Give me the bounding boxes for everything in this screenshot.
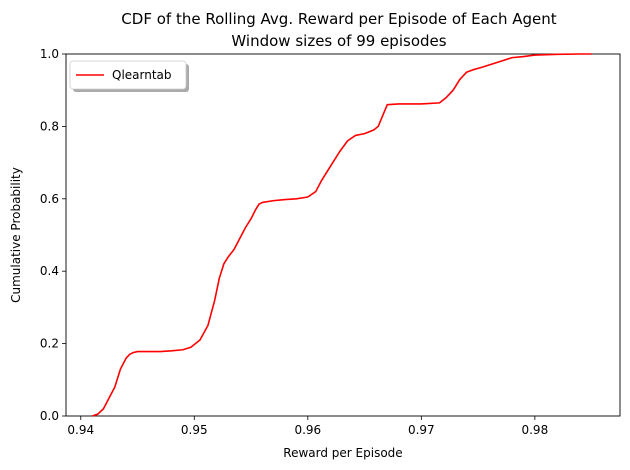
legend-box [69,60,187,90]
y-tick-label: 0.2 [40,337,59,351]
y-tick-label: 0.6 [40,192,59,206]
y-axis-label: Cumulative Probability [9,167,23,303]
x-tick-label: 0.98 [521,423,548,437]
x-tick-label: 0.94 [67,423,94,437]
x-tick-label: 0.95 [181,423,208,437]
x-axis-label: Reward per Episode [283,446,402,460]
x-tick-label: 0.96 [294,423,321,437]
y-tick-label: 1.0 [40,47,59,61]
y-axis: 0.0 0.2 0.4 0.6 0.8 1.0 [40,47,66,423]
plot-area [91,53,592,417]
y-tick-label: 0.4 [40,264,59,278]
legend-label-qlearntab: Qlearntab [112,68,172,82]
chart-subtitle: Window sizes of 99 episodes [231,32,446,50]
series-line-qlearntab [91,53,592,417]
y-tick-label: 0.0 [40,409,59,423]
plot-frame [65,53,621,417]
x-axis: 0.94 0.95 0.96 0.97 0.98 [67,416,548,437]
chart-title: CDF of the Rolling Avg. Reward per Episo… [121,10,556,28]
legend: Qlearntab [69,60,189,92]
y-tick-label: 0.8 [40,119,59,133]
x-tick-label: 0.97 [408,423,435,437]
